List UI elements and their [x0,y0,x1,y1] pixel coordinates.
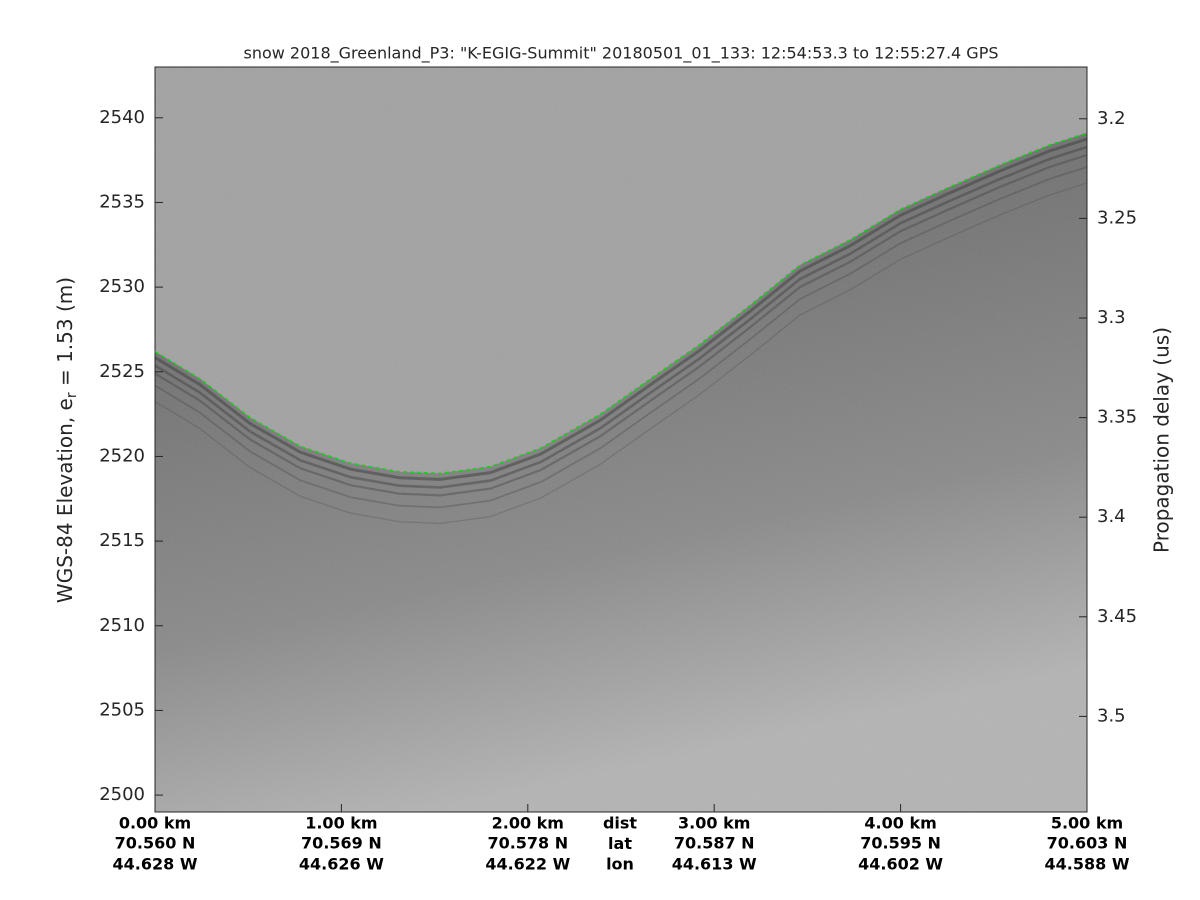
lat-label: 70.569 N [301,834,382,853]
lon-label: 44.602 W [858,855,943,874]
y-label-main: WGS-84 Elevation, e [53,398,77,603]
lat-label: 70.578 N [487,834,568,853]
y-label-rest: = 1.53 (m) [53,277,77,392]
lat-label: 70.603 N [1047,834,1128,853]
chart-title: snow 2018_Greenland_P3: "K-EGIG-Summit" … [243,44,998,64]
lon-label: 44.613 W [672,855,757,874]
lon-label: 44.626 W [299,855,384,874]
x-tick-label: 0.00 km [119,814,191,833]
y2-tick-label: 3.3 [1097,307,1126,328]
lat-label: 70.587 N [674,834,755,853]
lon-label: 44.588 W [1045,855,1130,874]
noise [155,67,1087,812]
y2-tick-label: 3.4 [1097,506,1126,527]
y-tick-label: 2505 [99,699,145,720]
lat-label: 70.560 N [115,834,196,853]
lat-label: 70.595 N [860,834,941,853]
x-tick-label: 3.00 km [678,814,750,833]
x-tick-label: 1.00 km [305,814,377,833]
y-axis-label: WGS-84 Elevation, er = 1.53 (m) [53,277,81,603]
y-tick-label: 2525 [99,361,145,382]
y-tick-label: 2500 [99,784,145,805]
x-tick-label: 4.00 km [864,814,936,833]
y2-tick-label: 3.2 [1097,108,1126,129]
y-label-sub: r [64,392,80,398]
y-tick-label: 2530 [99,276,145,297]
y-tick-label: 2515 [99,530,145,551]
x-tick-label: 2.00 km [492,814,564,833]
row-label: lon [606,855,634,874]
row-label: dist [603,814,637,833]
y2-tick-label: 3.25 [1097,207,1137,228]
y2-tick-label: 3.5 [1097,705,1126,726]
lon-label: 44.628 W [113,855,198,874]
y-tick-label: 2540 [99,107,145,128]
y2-axis-label: Propagation delay (us) [1150,327,1174,553]
y-tick-label: 2535 [99,191,145,212]
row-label: lat [608,834,632,853]
y-tick-label: 2520 [99,445,145,466]
x-tick-label: 5.00 km [1051,814,1123,833]
y-tick-label: 2510 [99,615,145,636]
y2-tick-label: 3.45 [1097,606,1137,627]
lon-label: 44.622 W [485,855,570,874]
surface-line [154,132,1088,475]
plot-frame [154,66,1088,813]
y2-tick-label: 3.35 [1097,407,1137,428]
